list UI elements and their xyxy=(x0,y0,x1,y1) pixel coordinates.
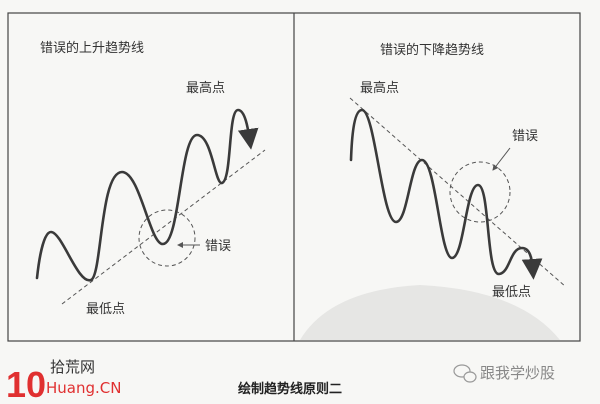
left-error-label: 错误 xyxy=(205,239,231,254)
left-price-curve xyxy=(35,108,259,282)
left-panel: 错误的上升趋势线 错误 最低点 最高点 xyxy=(35,40,266,317)
right-error-label: 错误 xyxy=(512,129,538,144)
right-title: 错误的下降趋势线 xyxy=(380,42,484,58)
right-low-label: 最低点 xyxy=(492,285,531,300)
figure-caption: 绘制趋势线原则二 xyxy=(238,381,342,397)
right-trendline xyxy=(349,97,567,288)
left-title: 错误的上升趋势线 xyxy=(40,40,144,56)
right-high-label: 最高点 xyxy=(360,80,399,96)
logo-domain: Huang.CN xyxy=(46,379,121,397)
wechat-label: 跟我学炒股 xyxy=(480,364,555,382)
wechat-badge: 跟我学炒股 xyxy=(453,364,555,383)
site-logo: 10 拾荒网 Huang.CN xyxy=(6,358,121,404)
left-error-circle xyxy=(138,209,196,267)
right-price-curve xyxy=(349,108,543,280)
right-panel: 错误的下降趋势线 最高点 错误 最低点 xyxy=(349,42,567,300)
wechat-icon xyxy=(453,364,477,383)
left-high-label: 最高点 xyxy=(186,80,225,96)
left-low-label: 最低点 xyxy=(86,302,125,317)
watermark-shape xyxy=(300,285,560,340)
left-trendline xyxy=(61,149,266,305)
right-error-arrow xyxy=(492,147,511,171)
logo-name: 拾荒网 xyxy=(50,358,95,376)
right-error-circle xyxy=(449,161,511,223)
logo-number: 10 xyxy=(6,364,46,404)
